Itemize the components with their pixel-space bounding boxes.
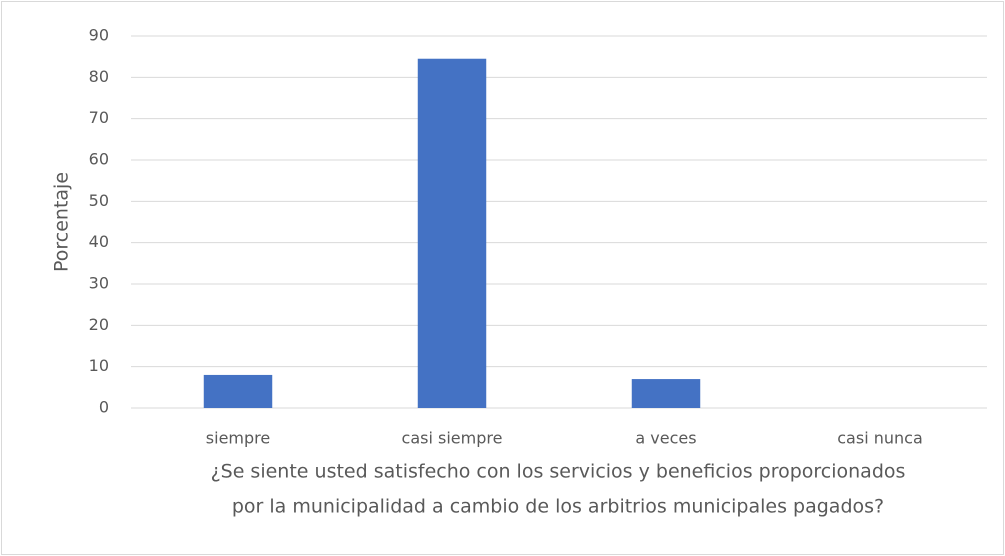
x-tick-label: a veces <box>635 429 696 448</box>
x-axis-title: por la municipalidad a cambio de los arb… <box>232 496 884 518</box>
x-axis-title: ¿Se siente usted satisfecho con los serv… <box>211 461 906 483</box>
bar <box>417 58 487 408</box>
y-tick-label: 10 <box>89 356 109 375</box>
y-tick-label: 40 <box>89 232 109 251</box>
y-tick-label: 80 <box>89 67 109 86</box>
y-tick-label: 30 <box>89 274 109 293</box>
bar <box>631 379 701 408</box>
y-tick-label: 20 <box>89 315 109 334</box>
bar <box>203 374 273 408</box>
x-tick-label: casi nunca <box>837 429 923 448</box>
y-tick-label: 0 <box>99 398 109 417</box>
x-tick-label: casi siempre <box>402 429 503 448</box>
y-axis-title: Porcentaje <box>51 172 73 272</box>
x-tick-label: siempre <box>206 429 270 448</box>
y-tick-label: 90 <box>89 26 109 45</box>
y-tick-label: 70 <box>89 108 109 127</box>
y-tick-label: 60 <box>89 150 109 169</box>
y-tick-label: 50 <box>89 191 109 210</box>
